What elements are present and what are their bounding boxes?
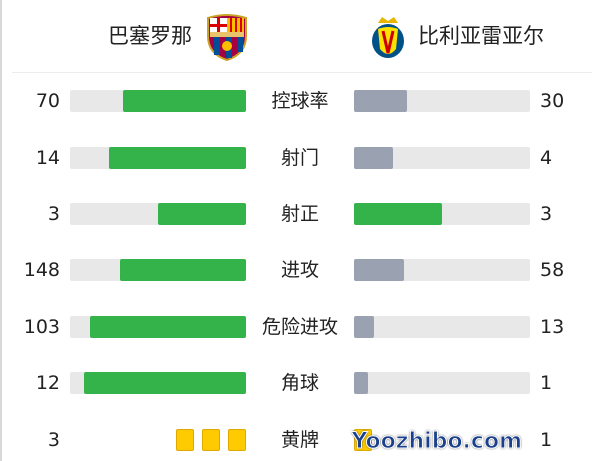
stat-label: 角球 (280, 372, 319, 394)
stat-row: 70 控球率 30 (0, 89, 600, 113)
stat-label: 危险进攻 (261, 316, 338, 338)
stat-row: 103 危险进攻 13 (0, 315, 600, 339)
away-bar-track (354, 203, 530, 225)
away-team-name: 比利亚雷亚尔 (418, 24, 544, 48)
away-bar-fill (354, 372, 368, 394)
home-bar-fill (89, 316, 246, 338)
away-bar-track (354, 90, 530, 112)
home-value: 14 (35, 147, 60, 169)
left-edge (0, 0, 2, 461)
away-value: 58 (540, 259, 565, 281)
home-bar-fill (83, 372, 246, 394)
home-bar-fill (158, 203, 246, 225)
away-value: 13 (540, 316, 565, 338)
stat-row: 12 角球 1 (0, 371, 600, 395)
fc-barcelona-crest-icon (207, 14, 247, 62)
home-value: 3 (47, 429, 60, 451)
home-value: 103 (23, 316, 60, 338)
home-value: 12 (35, 372, 60, 394)
away-bar-fill (354, 90, 407, 112)
home-bar-track (70, 259, 246, 281)
stat-row: 148 进攻 58 (0, 258, 600, 282)
yellow-card-icon (176, 429, 194, 451)
yellow-card-icon (228, 429, 246, 451)
away-bar-track (354, 372, 530, 394)
away-bar-track (354, 259, 530, 281)
home-bar-track (70, 316, 246, 338)
home-bar-fill (109, 147, 246, 169)
away-value: 30 (540, 90, 565, 112)
home-bar-track (70, 90, 246, 112)
home-value: 148 (23, 259, 60, 281)
home-bar-fill (119, 259, 246, 281)
home-yellow-cards (176, 429, 246, 451)
stat-label: 射门 (280, 147, 319, 169)
home-bar-track (70, 147, 246, 169)
away-value: 3 (540, 203, 553, 225)
stat-label: 控球率 (271, 90, 329, 112)
home-bar-track (70, 372, 246, 394)
away-bar-fill (354, 203, 442, 225)
home-bar-track (70, 203, 246, 225)
away-value: 1 (540, 372, 553, 394)
away-value: 1 (540, 429, 553, 451)
header-divider (12, 72, 592, 73)
away-bar-fill (354, 147, 394, 169)
stat-row: 14 射门 4 (0, 146, 600, 170)
yellow-card-icon (202, 429, 220, 451)
stat-label: 黄牌 (280, 429, 319, 451)
away-bar-fill (354, 316, 374, 338)
away-yellow-cards (354, 429, 372, 451)
away-value: 4 (540, 147, 553, 169)
watermark: Yoozhibo.com (351, 429, 522, 455)
home-team-name: 巴塞罗那 (108, 24, 192, 48)
home-bar-fill (122, 90, 246, 112)
yellow-card-icon (354, 429, 372, 451)
stat-label: 进攻 (280, 259, 319, 281)
away-bar-track (354, 316, 530, 338)
home-value: 3 (47, 203, 60, 225)
stat-row-yellow-cards: 3 黄牌 1 (0, 428, 600, 452)
away-bar-track (354, 147, 530, 169)
away-bar-fill (354, 259, 404, 281)
stat-label: 射正 (280, 203, 319, 225)
villarreal-crest-icon (372, 17, 404, 58)
home-value: 70 (35, 90, 60, 112)
stat-row: 3 射正 3 (0, 202, 600, 226)
